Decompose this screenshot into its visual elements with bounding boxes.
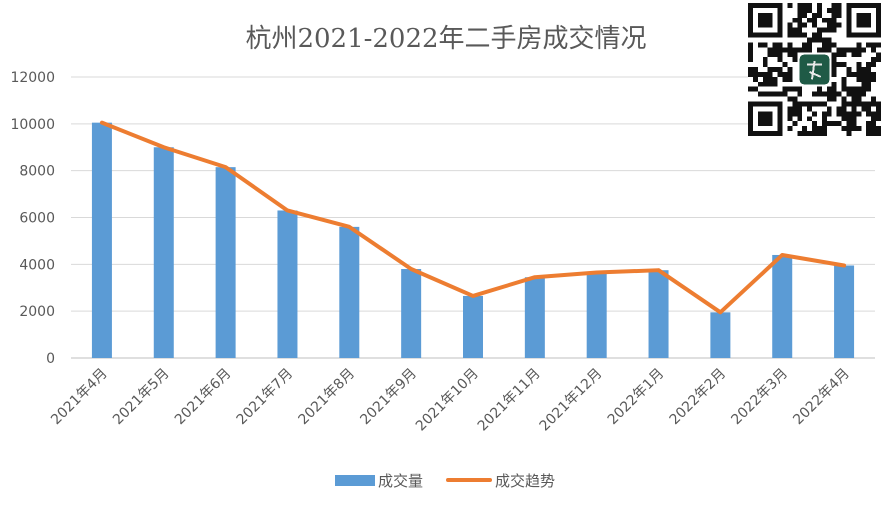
- bar: [834, 265, 855, 358]
- bar: [710, 312, 731, 358]
- y-tick-label: 10000: [10, 117, 55, 133]
- qr-code-icon: [748, 3, 881, 136]
- bar: [153, 147, 174, 358]
- x-tick-label: 2021年10月: [413, 366, 482, 435]
- x-tick-label: 2022年4月: [790, 366, 853, 429]
- y-tick-label: 2000: [19, 304, 55, 320]
- legend-line-label: 成交趋势: [495, 472, 555, 490]
- bar: [524, 277, 545, 358]
- bar: [215, 167, 236, 358]
- bar: [586, 272, 607, 358]
- bar-series: [91, 122, 855, 358]
- bar: [648, 270, 669, 358]
- bar: [401, 269, 422, 358]
- x-axis-ticks: 2021年4月 2021年5月 2021年6月 2021年7月 2021年8月 2021年…: [48, 366, 853, 435]
- x-tick-label: 2021年4月: [48, 366, 111, 429]
- chart-title: 杭州2021-2022年二手房成交情况: [245, 24, 646, 54]
- x-tick-label: 2022年3月: [728, 366, 791, 429]
- x-tick-label: 2021年9月: [357, 366, 420, 429]
- line-series: [99, 120, 847, 315]
- x-tick-label: 2021年12月: [537, 366, 606, 435]
- legend-bar-label: 成交量: [378, 472, 423, 490]
- y-tick-label: 8000: [19, 164, 55, 180]
- y-tick-label: 4000: [19, 257, 55, 273]
- bar: [277, 210, 298, 358]
- x-tick-label: 2021年7月: [234, 366, 297, 429]
- y-axis-ticks: 0 2000 4000 6000 8000 10000 12000: [10, 70, 55, 367]
- bar: [463, 295, 483, 358]
- y-tick-label: 0: [46, 351, 55, 367]
- bar: [772, 254, 793, 358]
- y-tick-label: 12000: [10, 70, 55, 86]
- bar: [91, 122, 112, 358]
- x-tick-label: 2021年5月: [110, 366, 173, 429]
- y-tick-label: 6000: [19, 211, 55, 227]
- x-tick-label: 2021年6月: [172, 366, 235, 429]
- x-tick-label: 2022年2月: [667, 366, 730, 429]
- legend-bar-swatch: [335, 475, 375, 486]
- bar: [339, 226, 360, 358]
- x-tick-label: 2022年1月: [605, 366, 668, 429]
- legend: 成交量 成交趋势: [335, 472, 555, 490]
- x-tick-label: 2021年8月: [296, 366, 359, 429]
- x-tick-label: 2021年11月: [475, 366, 544, 435]
